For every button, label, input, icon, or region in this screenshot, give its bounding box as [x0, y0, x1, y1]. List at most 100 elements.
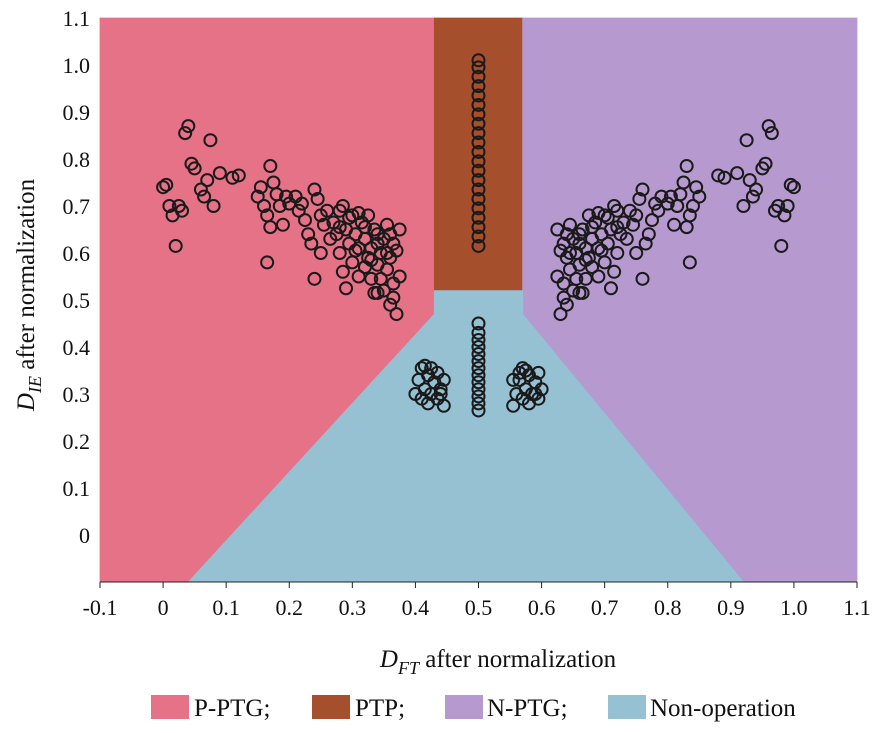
data-point — [607, 264, 622, 279]
data-point — [471, 389, 486, 404]
x-tick-label: 0.4 — [402, 595, 430, 620]
data-point — [250, 189, 265, 204]
data-point — [175, 203, 190, 218]
y-tick-label: 0.5 — [63, 288, 91, 313]
data-point — [471, 107, 486, 122]
x-tick-label: 1.1 — [843, 595, 871, 620]
data-point — [556, 236, 571, 251]
legend-label: PTP; — [355, 695, 405, 722]
data-point — [162, 199, 177, 213]
data-point — [471, 88, 486, 103]
data-point — [578, 253, 593, 268]
data-point — [471, 340, 486, 354]
data-point — [626, 217, 641, 232]
data-point — [689, 180, 704, 195]
data-point — [610, 220, 625, 235]
data-point — [471, 354, 486, 369]
data-point — [471, 316, 486, 331]
data-point — [376, 283, 391, 298]
legend-label: P-PTG; — [194, 695, 270, 722]
data-point — [635, 182, 650, 197]
data-point — [339, 281, 354, 296]
data-point — [212, 166, 227, 181]
data-point — [786, 180, 801, 195]
data-point — [200, 173, 215, 188]
data-point — [348, 243, 363, 258]
y-tick-label: 0 — [79, 523, 90, 548]
data-point — [692, 189, 707, 204]
y-tick-label: 0.9 — [63, 100, 91, 125]
x-tick-label: 0.5 — [465, 595, 493, 620]
data-point — [294, 196, 309, 211]
data-point — [275, 217, 290, 232]
y-tick-label: 0.1 — [63, 476, 91, 501]
data-point — [301, 227, 316, 242]
data-point — [607, 199, 622, 213]
data-point — [291, 203, 306, 218]
data-point — [764, 126, 779, 141]
data-point — [471, 126, 486, 141]
legend-swatch — [312, 695, 350, 719]
data-point — [386, 236, 401, 251]
data-point — [332, 246, 347, 260]
y-tick-label: 0.8 — [63, 147, 91, 172]
x-tick-label: -0.1 — [83, 595, 118, 620]
data-point — [670, 199, 685, 213]
data-point — [572, 285, 587, 300]
data-point — [178, 126, 193, 141]
x-tick-label: 1.0 — [780, 595, 808, 620]
data-point — [436, 372, 451, 387]
data-point — [383, 297, 398, 312]
data-point — [585, 220, 600, 235]
data-point — [364, 253, 379, 268]
data-point — [307, 182, 322, 197]
data-point — [389, 307, 404, 322]
data-point — [730, 166, 745, 181]
data-point — [332, 220, 347, 235]
data-point — [518, 363, 533, 378]
data-point — [559, 297, 574, 312]
data-point — [591, 269, 606, 284]
x-tick-label: 0.3 — [339, 595, 367, 620]
data-point — [679, 220, 694, 235]
data-point — [471, 325, 486, 340]
ticks: -0.1 0 0.1 0.2 0.3 0.4 0.5 0.6 0.7 0.8 0.9 1.0 1.1 0 0… — [63, 6, 871, 620]
data-point — [364, 271, 379, 286]
data-point — [357, 220, 372, 235]
data-point — [578, 271, 593, 286]
data-point — [370, 285, 385, 300]
data-point — [345, 208, 360, 223]
data-point — [351, 269, 366, 284]
x-tick-label: 0.7 — [591, 595, 619, 620]
data-point — [168, 238, 183, 253]
data-point — [562, 246, 577, 260]
x-tick-label: 0.1 — [212, 595, 240, 620]
y-tick-label: 0.6 — [63, 241, 91, 266]
data-point — [651, 203, 666, 218]
data-point — [471, 361, 486, 376]
data-point — [417, 358, 432, 373]
data-point — [424, 361, 439, 376]
data-point — [335, 199, 350, 213]
x-tick-label: 0 — [158, 595, 169, 620]
data-point — [471, 182, 486, 197]
data-point — [471, 201, 486, 216]
data-point — [197, 189, 212, 204]
data-point — [263, 220, 278, 235]
data-point — [257, 199, 272, 213]
data-point — [679, 159, 694, 174]
data-point — [433, 382, 448, 397]
data-point — [761, 119, 776, 134]
data-point — [471, 347, 486, 362]
data-point — [594, 243, 609, 258]
y-tick-label: 0.7 — [63, 194, 91, 219]
data-point — [389, 243, 404, 258]
x-tick-label: 0.2 — [276, 595, 304, 620]
data-point — [531, 365, 546, 380]
data-point — [745, 189, 760, 204]
data-point — [471, 220, 486, 235]
data-point — [471, 53, 486, 68]
x-tick-label: 0.6 — [528, 595, 556, 620]
data-point — [736, 199, 751, 213]
